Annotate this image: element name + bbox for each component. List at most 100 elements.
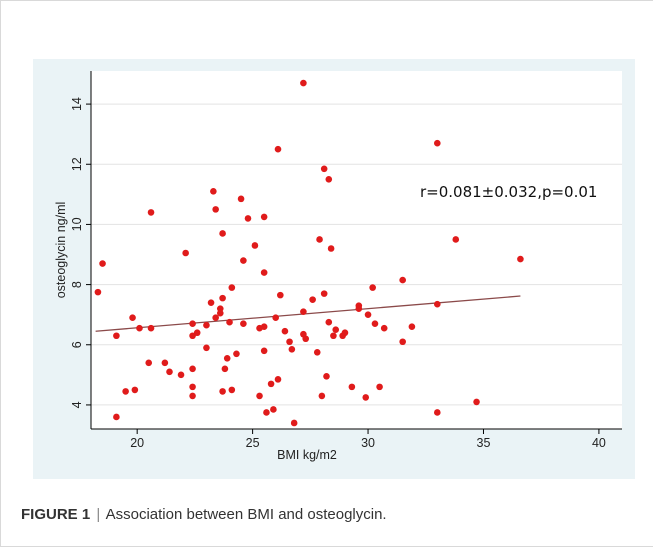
data-point [320, 165, 328, 173]
y-tick-label: 6 [70, 341, 84, 348]
data-point [189, 383, 196, 391]
data-point [260, 213, 268, 221]
caption-text: Association between BMI and osteoglycin. [105, 506, 387, 523]
data-point [189, 392, 196, 400]
x-tick-label: 30 [361, 436, 375, 450]
data-point [219, 388, 226, 395]
data-point [318, 392, 326, 400]
data-point [267, 380, 275, 388]
data-point [189, 320, 196, 328]
figure-label: FIGURE 1 [21, 506, 91, 523]
data-point [260, 269, 268, 276]
data-point [332, 326, 340, 334]
data-point [99, 260, 106, 267]
data-point [182, 249, 189, 257]
data-point [434, 139, 441, 147]
data-point [166, 368, 173, 376]
data-point [341, 329, 349, 337]
data-point [399, 338, 406, 346]
data-point [129, 314, 136, 321]
data-point [193, 329, 201, 337]
data-point [313, 348, 321, 356]
data-point [221, 365, 229, 373]
data-point [364, 311, 372, 318]
data-point [300, 79, 307, 87]
x-axis-label: BMI kg/m2 [277, 448, 337, 462]
x-tick-label: 35 [477, 436, 491, 450]
data-point [207, 299, 215, 306]
data-point [260, 347, 268, 355]
data-point [216, 309, 224, 317]
data-point [399, 276, 406, 284]
data-point [517, 255, 524, 263]
data-point [270, 406, 277, 413]
data-point [330, 332, 337, 340]
data-point [434, 409, 441, 416]
data-point [371, 320, 379, 328]
data-point [274, 145, 282, 153]
data-point [355, 305, 363, 312]
data-point [203, 321, 210, 329]
data-points [94, 79, 524, 427]
regression-fit-line [95, 295, 521, 332]
data-point [362, 394, 370, 401]
data-point [240, 320, 247, 328]
y-axis-ticks: 4 6 8 10 12 14 [70, 97, 91, 408]
data-point [369, 284, 376, 291]
data-point [286, 338, 293, 346]
data-point [212, 206, 219, 213]
data-point [309, 296, 316, 303]
data-point [237, 195, 245, 203]
data-point [376, 383, 383, 391]
data-point [177, 371, 185, 379]
caption-separator: | [96, 506, 101, 523]
x-tick-label: 25 [246, 436, 260, 450]
data-point [281, 327, 289, 335]
data-point [244, 215, 252, 222]
data-point [408, 323, 416, 331]
data-point [94, 288, 102, 296]
data-point [226, 318, 233, 326]
data-point [290, 419, 298, 427]
data-point [216, 305, 224, 312]
grid-lines [91, 103, 622, 406]
x-tick-label: 20 [130, 436, 144, 450]
data-point [113, 332, 120, 340]
data-point [113, 413, 120, 421]
data-point [223, 355, 231, 362]
x-tick-label: 40 [592, 436, 606, 450]
correlation-annotation: r=0.081±0.032,p=0.01 [420, 183, 597, 201]
data-point [136, 324, 143, 332]
data-point [122, 388, 129, 395]
data-point [233, 350, 240, 358]
data-point [302, 335, 310, 343]
data-point [323, 373, 330, 380]
data-point [452, 236, 460, 243]
plot-area [91, 71, 622, 429]
data-point [473, 398, 480, 406]
data-point [256, 392, 263, 400]
data-point [161, 359, 169, 367]
data-point [147, 209, 155, 216]
data-point [203, 344, 210, 352]
data-point [219, 294, 226, 302]
data-point [131, 386, 139, 394]
data-point [325, 176, 333, 183]
data-point [320, 290, 328, 297]
data-point [277, 291, 284, 299]
y-tick-label: 12 [70, 157, 84, 171]
data-point [189, 365, 196, 373]
x-axis-ticks: 20 25 30 35 40 [130, 429, 606, 450]
y-axis-label: osteoglycin ng/ml [54, 202, 68, 299]
data-point [380, 324, 388, 332]
data-point [327, 245, 335, 252]
data-point [251, 242, 259, 249]
data-point [316, 236, 323, 243]
data-point [145, 359, 153, 367]
y-tick-label: 10 [70, 217, 84, 231]
data-point [228, 386, 236, 394]
data-point [210, 188, 217, 195]
fit-line-group [95, 295, 521, 332]
